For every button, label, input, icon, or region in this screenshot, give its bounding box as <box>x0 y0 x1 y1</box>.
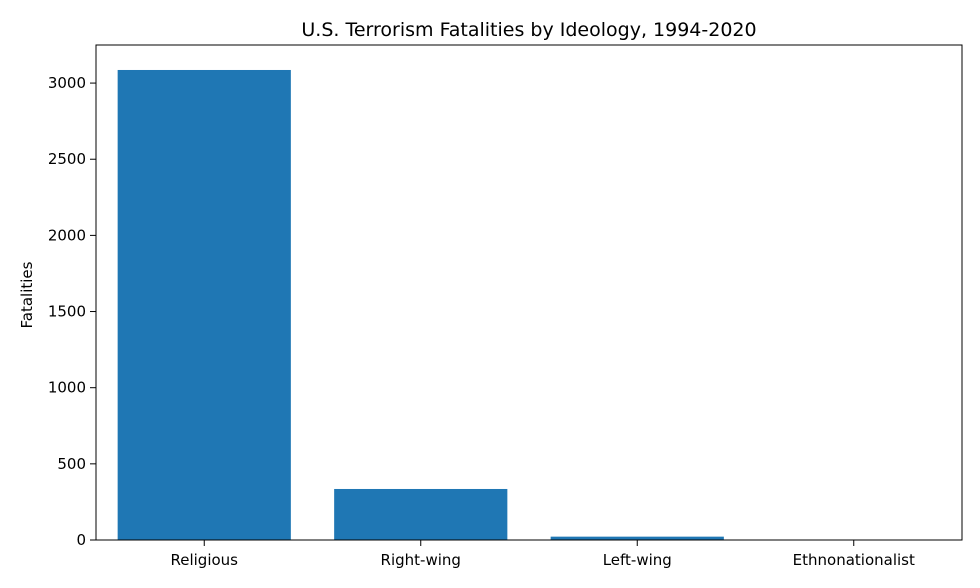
y-tick-label: 3000 <box>48 74 86 92</box>
y-axis-label: Fatalities <box>18 261 36 328</box>
axes-frame <box>95 44 963 541</box>
y-tick-label: 2000 <box>48 226 86 244</box>
bar-religious <box>117 69 291 540</box>
bar-left-wing <box>550 536 724 540</box>
y-tick-label: 500 <box>57 455 86 473</box>
x-tick-label: Left-wing <box>603 551 672 569</box>
x-tick-label: Ethnonationalist <box>793 551 915 569</box>
chart-title: U.S. Terrorism Fatalities by Ideology, 1… <box>301 19 756 41</box>
x-tick-label: Right-wing <box>381 551 461 569</box>
bar-right-wing <box>334 488 508 540</box>
y-tick-label: 1000 <box>48 379 86 397</box>
y-tick-label: 1500 <box>48 303 86 321</box>
y-tick-label: 0 <box>76 531 86 549</box>
x-tick-label: Religious <box>171 551 239 569</box>
y-tick-label: 2500 <box>48 150 86 168</box>
plot-area: 0 500 1000 1500 2000 2500 3000 Religious Right-w… <box>48 44 963 569</box>
